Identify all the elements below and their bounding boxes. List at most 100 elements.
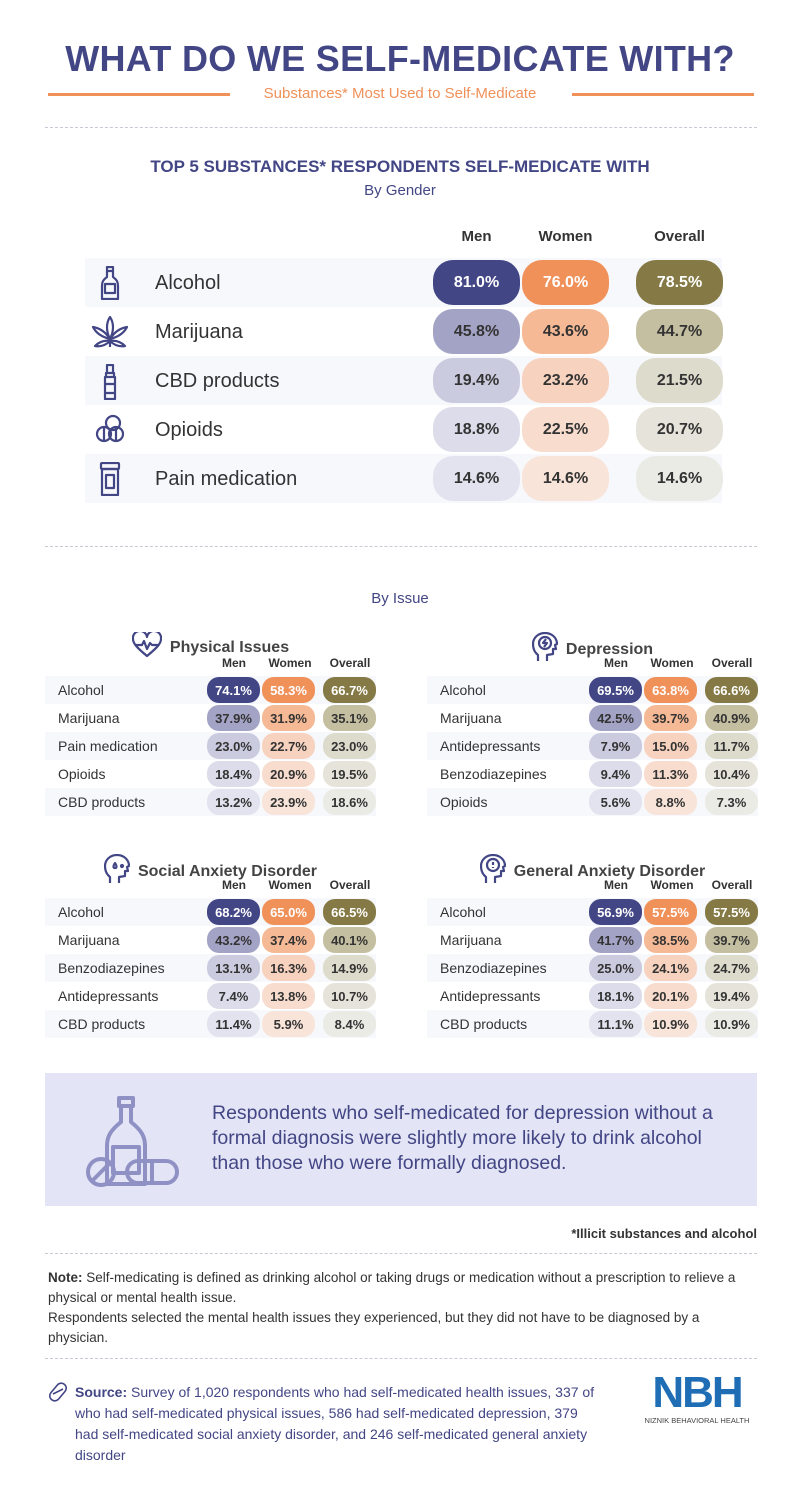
column-header-men: Men xyxy=(222,656,246,670)
table-row: CBD products 11.1% 10.9% 10.9% xyxy=(427,1010,758,1038)
value-pill-women: 58.3% xyxy=(262,677,315,703)
value-pill-overall: 10.4% xyxy=(705,761,758,787)
row-label: Marijuana xyxy=(440,932,502,948)
value-pill-overall: 57.5% xyxy=(705,899,758,925)
row-label: CBD products xyxy=(440,1016,528,1032)
pills-icon xyxy=(85,413,135,447)
value-pill-men: 37.9% xyxy=(207,705,260,731)
table-row: Opioids 18.8% 22.5% 20.7% xyxy=(85,405,723,454)
note: Note: Self-medicating is defined as drin… xyxy=(48,1268,758,1348)
panel-title: General Anxiety Disorder xyxy=(427,853,758,889)
value-pill-women: 15.0% xyxy=(644,733,697,759)
column-header-overall: Overall xyxy=(329,656,371,670)
table-row: Benzodiazepines 25.0% 24.1% 24.7% xyxy=(427,954,758,982)
divider xyxy=(45,1253,757,1254)
vial-icon xyxy=(85,364,135,400)
value-pill-overall: 44.7% xyxy=(636,309,723,354)
row-label: Opioids xyxy=(58,766,106,782)
column-header-women: Women xyxy=(268,878,312,892)
table-row: Alcohol 68.2% 65.0% 66.5% xyxy=(45,898,376,926)
source: Source: Survey of 1,020 respondents who … xyxy=(75,1382,595,1466)
callout-text: Respondents who self-medicated for depre… xyxy=(212,1102,713,1174)
table-row: Marijuana 43.2% 37.4% 40.1% xyxy=(45,926,376,954)
value-pill-overall: 18.6% xyxy=(323,789,376,815)
value-pill-overall: 8.4% xyxy=(323,1011,376,1037)
value-pill-men: 43.2% xyxy=(207,927,260,953)
value-pill-men: 41.7% xyxy=(589,927,642,953)
panel-title: Physical Issues xyxy=(45,629,376,663)
value-pill-overall: 19.5% xyxy=(323,761,376,787)
value-pill-overall: 35.1% xyxy=(323,705,376,731)
gender-title: TOP 5 SUBSTANCES* RESPONDENTS SELF-MEDIC… xyxy=(150,157,650,176)
page-title: WHAT DO WE SELF-MEDICATE WITH? xyxy=(65,38,735,79)
value-pill-women: 39.7% xyxy=(644,705,697,731)
value-pill-overall: 66.7% xyxy=(323,677,376,703)
table-row: CBD products 11.4% 5.9% 8.4% xyxy=(45,1010,376,1038)
row-label: CBD products xyxy=(58,794,146,810)
row-label: Antidepressants xyxy=(58,988,159,1004)
value-pill-men: 69.5% xyxy=(589,677,642,703)
issue-subtitle: By Issue xyxy=(371,590,429,607)
value-pill-women: 20.9% xyxy=(262,761,315,787)
column-header-overall: Overall xyxy=(654,228,705,245)
table-row: Opioids 5.6% 8.8% 7.3% xyxy=(427,788,758,816)
value-pill-women: 13.8% xyxy=(262,983,315,1009)
value-pill-women: 76.0% xyxy=(522,260,609,305)
value-pill-men: 74.1% xyxy=(207,677,260,703)
table-row: Pain medication 23.0% 22.7% 23.0% xyxy=(45,732,376,760)
value-pill-overall: 39.7% xyxy=(705,927,758,953)
source-text: Survey of 1,020 respondents who had self… xyxy=(75,1384,595,1463)
table-row: Alcohol 81.0% 76.0% 78.5% xyxy=(85,258,723,307)
nbh-logo: NBH NIZNIK BEHAVIORAL HEALTH xyxy=(644,1368,750,1426)
value-pill-women: 5.9% xyxy=(262,1011,315,1037)
divider xyxy=(45,1358,757,1359)
value-pill-men: 56.9% xyxy=(589,899,642,925)
table-row: Marijuana 45.8% 43.6% 44.7% xyxy=(85,307,723,356)
row-label: Benzodiazepines xyxy=(58,960,165,976)
pill-bottle-icon xyxy=(85,462,135,496)
row-label: Alcohol xyxy=(440,682,486,698)
table-row: Marijuana 42.5% 39.7% 40.9% xyxy=(427,704,758,732)
row-label: Antidepressants xyxy=(440,738,541,754)
value-pill-women: 11.3% xyxy=(644,761,697,787)
head-alert-icon xyxy=(479,853,506,889)
value-pill-overall: 10.7% xyxy=(323,983,376,1009)
value-pill-women: 23.9% xyxy=(262,789,315,815)
value-pill-men: 18.8% xyxy=(433,407,520,452)
row-label: Opioids xyxy=(155,419,223,441)
column-header-men: Men xyxy=(604,656,628,670)
table-row: Marijuana 37.9% 31.9% 35.1% xyxy=(45,704,376,732)
table-row: Antidepressants 7.9% 15.0% 11.7% xyxy=(427,732,758,760)
column-header-men: Men xyxy=(604,878,628,892)
value-pill-men: 9.4% xyxy=(589,761,642,787)
row-label: Benzodiazepines xyxy=(440,960,547,976)
value-pill-men: 18.4% xyxy=(207,761,260,787)
panel-title-text: General Anxiety Disorder xyxy=(513,862,706,880)
column-header-men: Men xyxy=(461,228,492,245)
value-pill-men: 5.6% xyxy=(589,789,642,815)
source-label: Source: xyxy=(75,1384,128,1400)
value-pill-overall: 21.5% xyxy=(636,358,723,403)
row-label: Pain medication xyxy=(58,738,158,754)
row-label: Pain medication xyxy=(155,468,298,490)
value-pill-men: 11.1% xyxy=(589,1011,642,1037)
value-pill-women: 24.1% xyxy=(644,955,697,981)
note-label: Note: xyxy=(48,1270,83,1285)
value-pill-women: 65.0% xyxy=(262,899,315,925)
heart-pulse-icon xyxy=(131,629,163,663)
value-pill-overall: 7.3% xyxy=(705,789,758,815)
value-pill-women: 57.5% xyxy=(644,899,697,925)
table-row: CBD products 13.2% 23.9% 18.6% xyxy=(45,788,376,816)
column-header-overall: Overall xyxy=(711,878,753,892)
value-pill-overall: 11.7% xyxy=(705,733,758,759)
value-pill-overall: 19.4% xyxy=(705,983,758,1009)
callout-box: Respondents who self-medicated for depre… xyxy=(45,1073,757,1206)
panel-title: Depression xyxy=(427,631,758,667)
value-pill-women: 14.6% xyxy=(522,456,609,501)
column-header-women: Women xyxy=(538,228,593,245)
row-label: Marijuana xyxy=(155,321,243,343)
divider xyxy=(48,93,230,96)
value-pill-overall: 10.9% xyxy=(705,1011,758,1037)
value-pill-overall: 24.7% xyxy=(705,955,758,981)
value-pill-women: 63.8% xyxy=(644,677,697,703)
